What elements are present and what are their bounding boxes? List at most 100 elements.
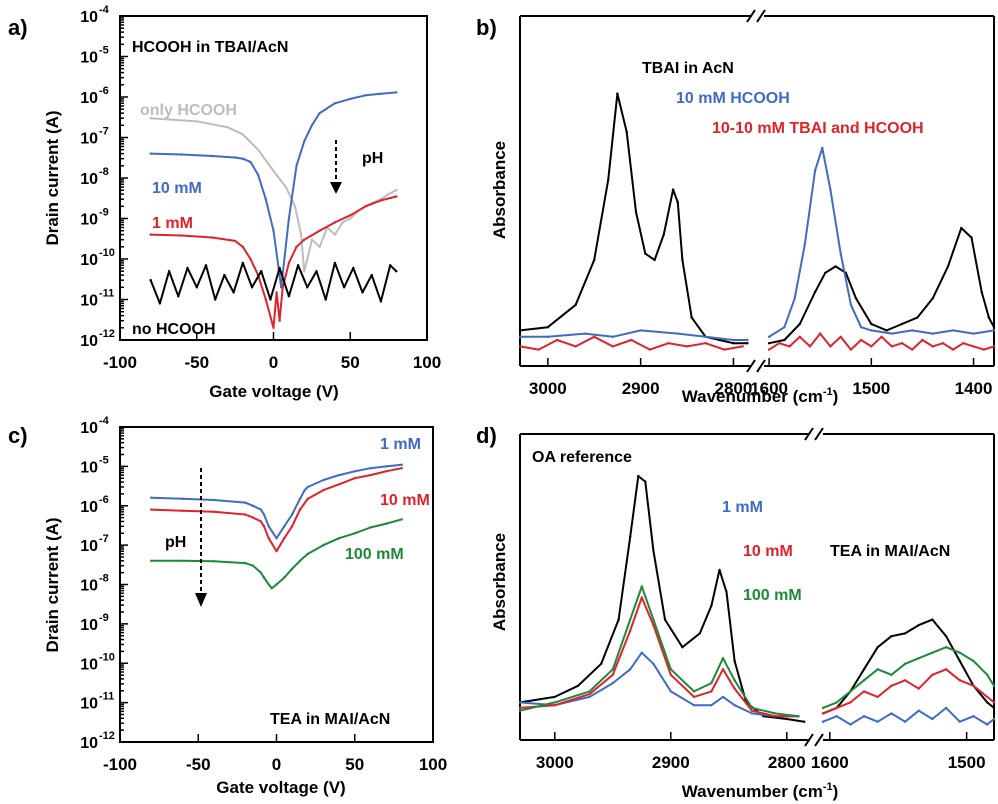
data-point — [931, 297, 934, 300]
data-point — [298, 497, 302, 500]
data-point — [333, 221, 337, 224]
y-tick-exponent: -10 — [99, 651, 115, 663]
data-point — [870, 322, 873, 326]
data-point — [318, 229, 321, 232]
data-point — [992, 706, 996, 710]
data-point — [150, 508, 153, 511]
data-point — [181, 509, 184, 512]
panel-a-ph-label: pH — [362, 150, 383, 167]
data-point — [244, 501, 247, 504]
data-point — [746, 338, 749, 342]
panel-d-break-bottom-icon — [804, 733, 824, 747]
data-point — [337, 473, 341, 477]
data-point — [849, 303, 853, 306]
data-point — [676, 332, 679, 335]
data-point — [876, 668, 879, 671]
y-tick-label: 10 — [80, 131, 98, 148]
data-point — [911, 348, 914, 351]
x-tick-label: 1400 — [955, 379, 993, 398]
data-point — [337, 537, 341, 540]
y-tick-label: 10 — [80, 90, 98, 107]
data-point — [733, 687, 736, 690]
data-point — [379, 92, 383, 96]
data-point — [639, 329, 642, 332]
data-point — [750, 712, 754, 715]
series-line-black — [149, 261, 398, 305]
data-point — [652, 549, 655, 552]
panel-d-label-ref: OA reference — [532, 449, 632, 466]
data-point — [941, 342, 945, 345]
data-point — [870, 329, 873, 332]
y-tick-exponent: -8 — [99, 573, 109, 585]
data-point — [640, 596, 643, 599]
x-tick-label: 0 — [272, 755, 281, 774]
panel-c-ph-label: pH — [165, 534, 186, 551]
data-point — [611, 345, 614, 348]
data-point — [917, 623, 920, 627]
data-point — [384, 465, 388, 468]
panel-b-label-hcooh: 10 mM HCOOH — [676, 90, 790, 107]
data-point — [733, 704, 736, 707]
data-point — [944, 706, 948, 710]
data-point — [746, 342, 749, 345]
data-point — [150, 496, 153, 499]
data-point — [349, 214, 352, 217]
y-tick-label: 10 — [80, 459, 98, 476]
data-point — [829, 188, 832, 191]
y-tick-exponent: -11 — [99, 691, 114, 703]
data-point — [970, 236, 973, 239]
y-tick-label: 10 — [80, 696, 98, 713]
data-point — [150, 559, 153, 562]
data-point — [741, 345, 744, 348]
data-point — [774, 715, 777, 718]
panel-a-ylabel: Drain current (A) — [43, 110, 62, 245]
data-point — [992, 684, 996, 687]
data-point — [721, 695, 725, 699]
data-point — [195, 120, 198, 123]
data-point — [653, 258, 656, 262]
data-point — [986, 673, 989, 676]
data-point — [676, 201, 679, 204]
data-point — [259, 508, 263, 511]
data-point — [262, 513, 266, 516]
series-line-blue — [149, 91, 398, 289]
data-point — [278, 266, 281, 270]
data-point — [600, 662, 603, 665]
data-point — [859, 326, 863, 329]
data-point — [890, 673, 893, 676]
x-tick-label: 2900 — [652, 753, 690, 772]
data-point — [349, 217, 352, 220]
data-point — [264, 198, 267, 201]
data-point — [733, 659, 736, 663]
data-point — [783, 338, 786, 342]
data-point — [750, 706, 754, 710]
data-point — [546, 326, 549, 329]
data-point — [835, 706, 838, 710]
data-point — [931, 618, 934, 621]
data-point — [821, 720, 825, 723]
panel-a-label-one: 1 mM — [152, 215, 193, 232]
x-tick-label: 1500 — [852, 379, 890, 398]
data-point — [732, 338, 735, 342]
x-tick-label: -100 — [103, 353, 137, 372]
data-point — [630, 338, 633, 342]
x-tick-label: 2900 — [622, 379, 660, 398]
data-point — [667, 342, 670, 345]
data-point — [318, 111, 321, 115]
data-point — [958, 659, 961, 663]
y-tick-label: 10 — [80, 735, 98, 752]
data-point — [681, 258, 684, 262]
data-point — [400, 467, 403, 470]
data-point — [306, 485, 309, 489]
panel-c-xticks: -100 -50 0 50 100 — [103, 734, 447, 774]
data-point — [960, 226, 963, 230]
data-point — [290, 567, 294, 570]
data-point — [813, 169, 817, 172]
data-point — [275, 550, 278, 553]
data-point — [849, 701, 852, 704]
data-point — [260, 270, 263, 273]
data-point — [704, 342, 707, 345]
data-point — [692, 704, 696, 707]
